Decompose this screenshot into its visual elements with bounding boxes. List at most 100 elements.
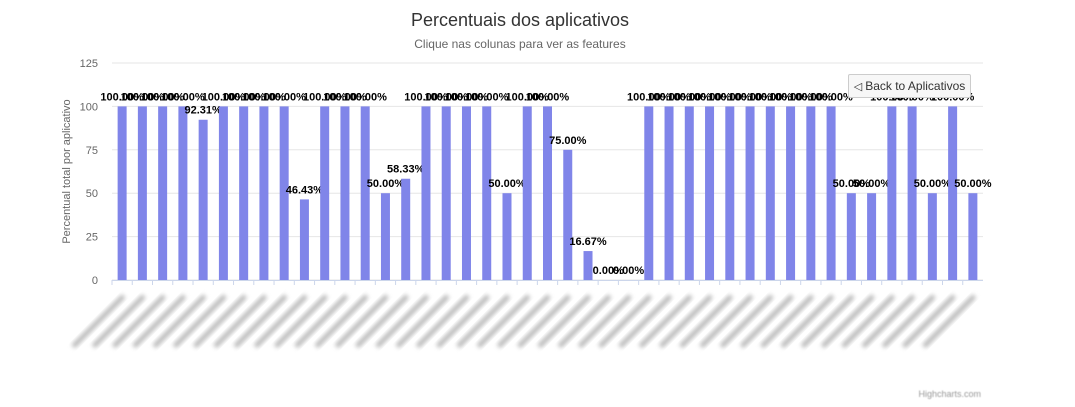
bar[interactable] xyxy=(684,106,694,281)
data-label: 50.00% xyxy=(488,178,526,190)
x-category-label-obscured xyxy=(274,294,328,348)
x-category-label-obscured xyxy=(294,294,348,348)
bar[interactable] xyxy=(867,193,877,280)
data-label: 100.00% xyxy=(445,91,489,103)
bar[interactable] xyxy=(664,106,674,281)
data-label: 100.00% xyxy=(161,91,205,103)
x-category-label-obscured xyxy=(558,294,611,348)
data-label: 100.00% xyxy=(668,91,712,103)
bar[interactable] xyxy=(563,149,573,280)
bar[interactable] xyxy=(279,106,289,281)
bar[interactable] xyxy=(380,193,390,280)
x-category-label-obscured xyxy=(213,294,267,348)
bar[interactable] xyxy=(765,106,775,281)
x-category-label-obscured xyxy=(335,294,389,348)
bar[interactable] xyxy=(543,106,552,281)
x-category-label-obscured xyxy=(477,294,530,348)
bar[interactable] xyxy=(522,106,532,281)
data-label: 100.00% xyxy=(303,91,347,103)
x-category-label-obscured xyxy=(254,294,308,348)
data-label: 50.00% xyxy=(954,178,992,190)
y-tick-label: 0 xyxy=(92,275,98,287)
bar[interactable] xyxy=(725,106,735,281)
x-category-label-obscured xyxy=(760,294,814,348)
bar[interactable] xyxy=(441,106,451,281)
x-category-label-obscured xyxy=(132,294,186,348)
data-label: 100.00% xyxy=(809,91,853,103)
x-category-label-obscured xyxy=(355,294,409,348)
bar[interactable] xyxy=(340,106,350,281)
x-category-label-obscured xyxy=(92,294,146,348)
x-category-label-obscured xyxy=(679,294,733,348)
bar[interactable] xyxy=(158,106,168,281)
bar[interactable] xyxy=(887,106,897,281)
x-category-label-obscured xyxy=(639,294,692,348)
bar[interactable] xyxy=(968,193,978,280)
bar[interactable] xyxy=(320,106,330,281)
bar[interactable] xyxy=(948,106,958,281)
data-label: 100.00% xyxy=(425,91,469,103)
x-category-label-obscured xyxy=(841,294,895,348)
bar[interactable] xyxy=(421,106,431,281)
bar[interactable] xyxy=(826,106,836,281)
x-category-label-obscured xyxy=(234,294,287,348)
data-label: 100.00% xyxy=(404,91,448,103)
bar[interactable] xyxy=(705,106,715,281)
bar[interactable] xyxy=(259,106,269,281)
x-category-label-obscured xyxy=(537,294,591,348)
data-label: 100.00% xyxy=(526,91,570,103)
x-category-label-obscured xyxy=(173,294,227,348)
bar[interactable] xyxy=(401,178,411,280)
data-label: 100.00% xyxy=(222,91,266,103)
data-label: 16.67% xyxy=(569,236,607,248)
bar[interactable] xyxy=(644,106,654,281)
y-axis-title: Percentual total por aplicativo xyxy=(61,99,73,243)
x-category-label-obscured xyxy=(578,294,632,348)
y-tick-label: 125 xyxy=(80,58,98,70)
bar[interactable] xyxy=(846,193,856,280)
data-label: 100.00% xyxy=(323,91,367,103)
x-category-label-obscured xyxy=(821,294,875,348)
x-category-label-obscured xyxy=(720,294,774,348)
data-label: 50.00% xyxy=(853,178,891,190)
data-label: 100.00% xyxy=(506,91,550,103)
bar[interactable] xyxy=(198,119,208,280)
back-to-aplicativos-button[interactable]: ◁ Back to Aplicativos xyxy=(848,74,971,98)
data-label: 50.00% xyxy=(914,178,952,190)
data-label: 100.00% xyxy=(647,91,691,103)
x-category-label-obscured xyxy=(72,294,125,348)
bar[interactable] xyxy=(239,106,249,281)
data-label: 75.00% xyxy=(549,135,587,147)
data-label: 100.00% xyxy=(100,91,144,103)
back-button-label: Back to Aplicativos xyxy=(865,79,966,93)
data-label: 100.00% xyxy=(202,91,246,103)
bar[interactable] xyxy=(137,106,147,281)
x-category-label-obscured xyxy=(517,294,571,348)
data-label: 100.00% xyxy=(262,91,306,103)
data-label: 100.00% xyxy=(141,91,185,103)
bar[interactable] xyxy=(583,251,593,280)
x-category-label-obscured xyxy=(396,294,449,348)
x-category-label-obscured xyxy=(618,294,672,348)
bar[interactable] xyxy=(178,106,188,281)
bar[interactable] xyxy=(218,106,228,281)
data-label: 100.00% xyxy=(343,91,387,103)
bar[interactable] xyxy=(117,106,127,281)
x-category-label-obscured xyxy=(902,294,956,348)
bar[interactable] xyxy=(745,106,755,281)
bar[interactable] xyxy=(927,193,937,280)
bar[interactable] xyxy=(461,106,471,281)
bar[interactable] xyxy=(806,106,816,281)
data-label: 100.00% xyxy=(708,91,752,103)
back-arrow-icon: ◁ xyxy=(853,80,863,93)
x-category-label-obscured xyxy=(456,294,510,348)
bar[interactable] xyxy=(299,199,309,280)
x-category-label-obscured xyxy=(862,294,915,348)
chart-credit: Highcharts.com xyxy=(918,389,981,399)
bar[interactable] xyxy=(360,106,370,281)
bar[interactable] xyxy=(786,106,796,281)
x-category-label-obscured xyxy=(112,294,166,348)
bar[interactable] xyxy=(482,106,492,281)
bar[interactable] xyxy=(502,193,512,280)
bar[interactable] xyxy=(907,106,917,281)
